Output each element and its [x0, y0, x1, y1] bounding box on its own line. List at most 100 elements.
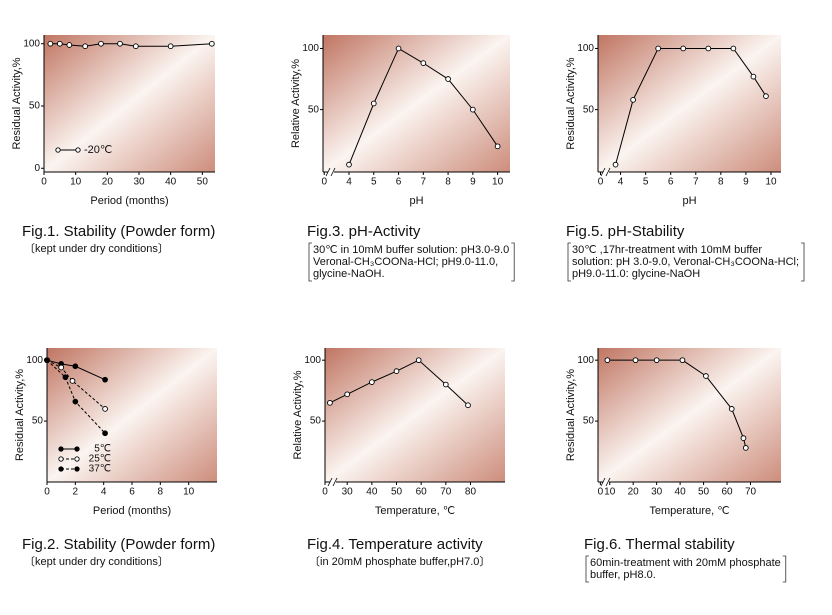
plot-background	[44, 35, 215, 172]
plot-background	[47, 348, 217, 482]
data-point	[442, 381, 449, 388]
data-point	[763, 93, 769, 100]
x-tick-label: 80	[465, 487, 477, 498]
x-tick-label: 6	[396, 177, 402, 188]
x-tick-label: 50	[197, 177, 209, 188]
note-bracket	[567, 242, 805, 282]
data-point	[469, 106, 476, 113]
data-point	[368, 379, 375, 385]
figure-title: Fig.3. pH-Activity	[307, 223, 421, 240]
data-point	[653, 357, 660, 364]
x-axis-label: Temperature, ℃	[649, 505, 729, 517]
x-tick-label: 50	[698, 487, 710, 498]
data-point	[393, 368, 400, 374]
figure-title: Fig.1. Stability (Powder form)	[22, 223, 215, 240]
x-tick-label: 4	[346, 177, 352, 188]
figure-note: buffer, pH8.0.	[590, 569, 656, 581]
data-point	[494, 143, 501, 150]
x-tick-label: 70	[440, 487, 452, 498]
axis-break-gap	[330, 480, 336, 484]
x-axis-label: Temperature, ℃	[375, 505, 455, 517]
x-tick-label: 60	[721, 487, 733, 498]
x-tick-label: 30	[133, 177, 145, 188]
y-tick-label: 50	[32, 416, 44, 427]
legend-marker	[58, 466, 64, 472]
data-point	[72, 363, 79, 370]
legend-label: 5℃	[94, 444, 111, 455]
x-tick-label: 20	[628, 487, 640, 498]
x-tick-label: 8	[718, 177, 724, 188]
data-point	[395, 45, 402, 52]
series-line	[46, 359, 106, 434]
axis-break-gap	[603, 480, 609, 484]
x-tick-label: 40	[165, 177, 177, 188]
y-axis-label: Relative Activity,%	[290, 59, 302, 148]
x-axis-label: pH	[409, 195, 423, 207]
data-point	[167, 43, 174, 50]
axis-break	[600, 167, 611, 177]
data-point	[465, 402, 471, 409]
x-tick-label: 7	[693, 177, 699, 188]
series-line	[615, 47, 767, 165]
data-point	[415, 357, 422, 364]
data-point	[62, 374, 69, 381]
data-point	[742, 445, 749, 451]
data-point	[117, 40, 123, 47]
figure-note: pH9.0-11.0: glycine-NaOH	[572, 268, 700, 280]
data-point	[102, 376, 108, 383]
x-tick-label: 0	[598, 177, 604, 188]
data-point	[98, 40, 104, 47]
y-tick-label: 50	[308, 104, 320, 115]
series-line	[46, 359, 106, 381]
series-line	[607, 359, 747, 449]
y-axis-label: Relative Activity,%	[292, 370, 304, 459]
x-tick-label: 0	[41, 177, 47, 188]
y-axis-label: Residual Activity,%	[11, 57, 23, 149]
data-point	[327, 399, 333, 406]
legend-marker	[55, 147, 61, 153]
y-axis-label: Residual Activity,%	[565, 369, 577, 461]
y-tick-label: 100	[302, 43, 319, 54]
y-tick-label: 100	[577, 355, 594, 366]
figure-note: 60min-treatment with 20mM phosphate	[590, 557, 781, 569]
data-point	[655, 45, 662, 52]
plot-background	[323, 35, 510, 172]
x-tick-label: 10	[183, 487, 195, 498]
data-point	[703, 373, 709, 379]
y-tick-label: 0	[34, 163, 40, 174]
data-point	[102, 406, 108, 412]
x-tick-label: 2	[73, 487, 79, 498]
data-point	[679, 357, 686, 364]
data-point	[69, 378, 76, 384]
x-tick-label: 0	[321, 177, 327, 188]
figure-subtitle: 〔in 20mM phosphate buffer,pH7.0〕	[309, 555, 490, 568]
y-tick-label: 100	[304, 355, 321, 366]
figure-note: 30℃ ,17hr-treatment with 10mM buffer	[572, 244, 762, 256]
x-axis-label: pH	[682, 195, 696, 207]
x-tick-label: 40	[675, 487, 687, 498]
x-tick-label: 50	[391, 487, 403, 498]
legend-marker	[58, 456, 64, 462]
y-tick-label: 50	[29, 101, 41, 112]
figure-subtitle: 〔kept under dry conditions〕	[24, 555, 169, 568]
x-tick-label: 0	[322, 487, 328, 498]
y-axis-label: Residual Activity,%	[14, 369, 26, 461]
y-tick-label: 100	[23, 38, 40, 49]
data-point	[750, 73, 757, 80]
y-axis-label: Residual Activity,%	[565, 57, 577, 149]
data-point	[740, 435, 747, 441]
x-tick-label: 6	[668, 177, 674, 188]
data-point	[47, 40, 54, 47]
figure-note: 30℃ in 10mM buffer solution: pH3.0-9.0	[313, 244, 509, 256]
figure-note: glycine-NaOH.	[313, 268, 385, 280]
x-tick-label: 40	[366, 487, 378, 498]
figure-title: Fig.5. pH-Stability	[566, 223, 685, 240]
x-tick-label: 5	[643, 177, 649, 188]
axis-break	[325, 167, 336, 177]
plot-background	[598, 348, 781, 482]
figure-note: Veronal-CH₃COONa-HCl; pH9.0-11.0,	[313, 256, 498, 268]
data-point	[72, 398, 79, 405]
data-point	[58, 364, 65, 371]
data-point	[102, 430, 108, 437]
